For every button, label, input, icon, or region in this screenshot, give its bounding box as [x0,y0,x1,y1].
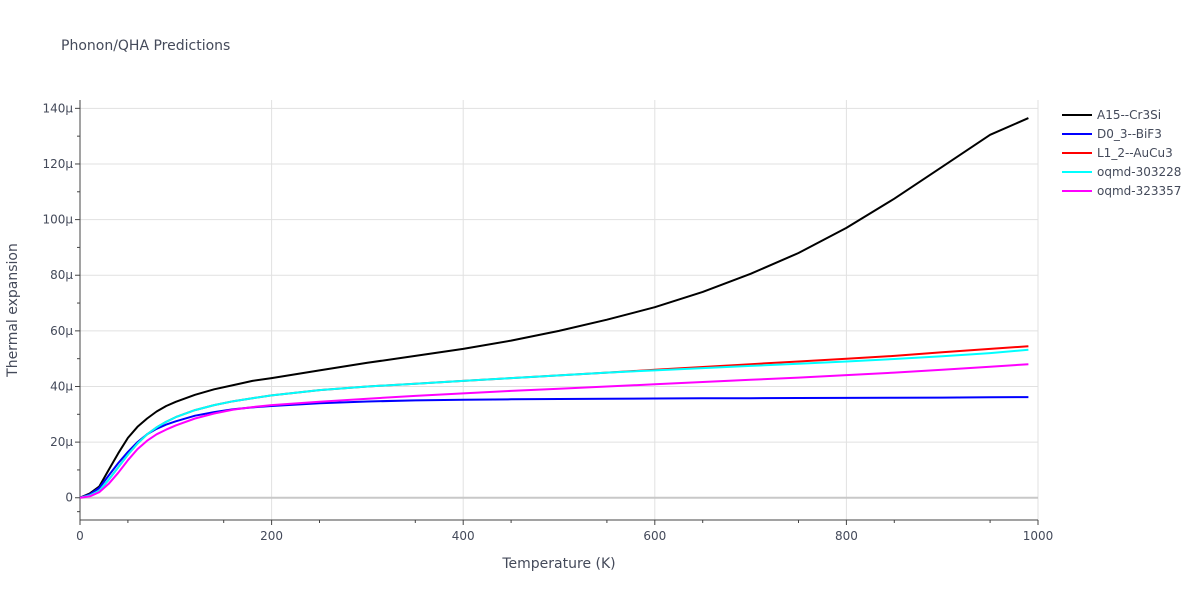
series-line-oqmd-303228[interactable] [79,348,1029,499]
legend-label: L1_2--AuCu3 [1097,146,1173,160]
grid [80,100,1039,520]
x-axis-title: Temperature (K) [501,556,615,572]
y-tick-label: 20μ [50,435,73,449]
x-tick-label: 0 [76,529,84,543]
x-tick-label: 200 [260,529,283,543]
series-line-oqmd-323357[interactable] [79,363,1029,499]
x-tick-label: 1000 [1023,529,1054,543]
legend-label: A15--Cr3Si [1097,108,1161,122]
legend[interactable]: A15--Cr3Si D0_3--BiF3 L1_2--AuCu3 oqmd-3032… [1062,108,1181,198]
legend-label: oqmd-303228 [1097,165,1181,179]
x-tick-label: 400 [452,529,475,543]
legend-label: oqmd-323357 [1097,184,1181,198]
series-line-d0-3-bif3[interactable] [79,396,1029,499]
y-tick-label: 120μ [42,157,73,171]
series-line-a15-cr3si[interactable] [79,117,1029,499]
axes: 0 200 400 600 800 1000 0 20μ 40μ 60μ 80μ 100μ 120μ 14… [42,100,1053,543]
y-tick-label: 0 [65,491,73,505]
legend-item-a15-cr3si[interactable]: A15--Cr3Si [1062,108,1161,122]
y-tick-label: 140μ [42,101,73,115]
y-tick-label: 40μ [50,379,73,393]
plot-area[interactable] [79,117,1029,499]
legend-label: D0_3--BiF3 [1097,127,1162,141]
legend-item-oqmd-303228[interactable]: oqmd-303228 [1062,165,1181,179]
series-line-l1-2-aucu3[interactable] [79,345,1029,499]
y-tick-label: 100μ [42,213,73,227]
y-tick-label: 60μ [50,324,73,338]
legend-item-l1-2-aucu3[interactable]: L1_2--AuCu3 [1062,146,1173,160]
x-tick-label: 600 [643,529,666,543]
legend-item-d0-3-bif3[interactable]: D0_3--BiF3 [1062,127,1162,141]
y-tick-label: 80μ [50,268,73,282]
x-tick-label: 800 [835,529,858,543]
legend-item-oqmd-323357[interactable]: oqmd-323357 [1062,184,1181,198]
y-axis-title: Thermal expansion [5,243,21,378]
chart-title: Phonon/QHA Predictions [61,38,230,54]
